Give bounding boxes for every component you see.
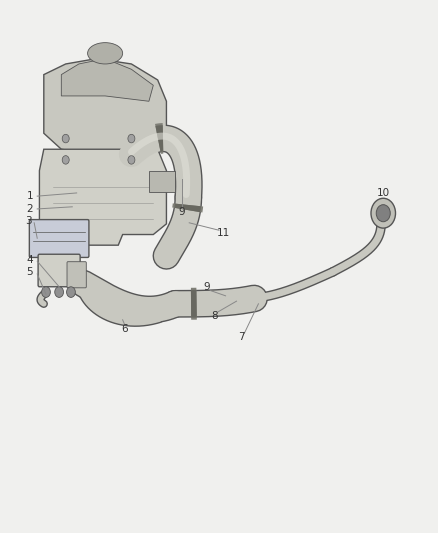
Polygon shape — [39, 149, 166, 245]
Polygon shape — [44, 59, 166, 155]
Text: 9: 9 — [203, 282, 210, 292]
Text: 8: 8 — [211, 311, 218, 320]
Text: 3: 3 — [25, 216, 32, 226]
Text: 4: 4 — [26, 255, 33, 264]
Text: 11: 11 — [217, 229, 230, 238]
Circle shape — [42, 287, 50, 297]
Polygon shape — [149, 171, 175, 192]
Circle shape — [62, 134, 69, 143]
Circle shape — [128, 156, 135, 164]
Circle shape — [62, 156, 69, 164]
Circle shape — [376, 205, 390, 222]
Text: 7: 7 — [238, 332, 245, 342]
Ellipse shape — [88, 43, 123, 64]
FancyBboxPatch shape — [29, 220, 89, 257]
Text: 2: 2 — [26, 204, 33, 214]
Text: 6: 6 — [121, 324, 128, 334]
FancyBboxPatch shape — [67, 262, 86, 288]
Circle shape — [67, 287, 75, 297]
FancyBboxPatch shape — [38, 254, 80, 287]
Circle shape — [55, 287, 64, 297]
Text: 9: 9 — [178, 207, 185, 216]
Text: 1: 1 — [26, 191, 33, 201]
Circle shape — [371, 198, 396, 228]
Polygon shape — [61, 59, 153, 101]
Text: 5: 5 — [26, 268, 33, 277]
Circle shape — [128, 134, 135, 143]
Text: 10: 10 — [377, 188, 390, 198]
